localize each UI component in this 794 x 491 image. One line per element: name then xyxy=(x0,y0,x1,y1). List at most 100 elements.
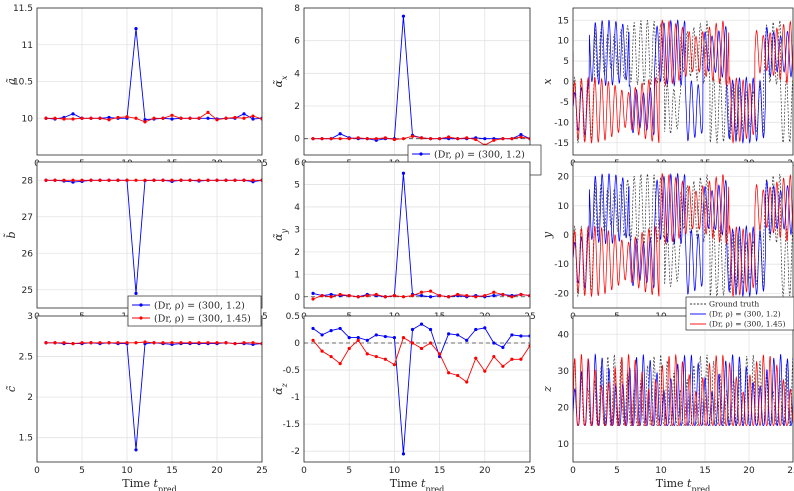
x-tick-label: 0 xyxy=(301,466,307,476)
y-tick-label: -10 xyxy=(554,260,569,270)
y-axis-label: y xyxy=(541,231,554,239)
legend-label: (Dr, ρ) = (300, 1.2) xyxy=(434,150,525,161)
data-point xyxy=(53,178,57,182)
y-tick-label: 30 xyxy=(558,367,570,377)
data-point xyxy=(347,137,351,141)
data-point xyxy=(501,345,505,349)
y-tick-label: 27 xyxy=(22,213,33,223)
plot-area xyxy=(304,316,530,462)
data-point xyxy=(401,336,406,340)
x-tick-label: 20 xyxy=(743,466,755,476)
data-point xyxy=(410,341,415,345)
y-tick-label: -2 xyxy=(291,447,300,457)
y-tick-label: 26 xyxy=(22,249,34,259)
data-point xyxy=(224,116,228,120)
y-axis-label: c̃ xyxy=(5,385,18,392)
axes-frame xyxy=(303,315,531,463)
data-point xyxy=(392,294,396,298)
data-point xyxy=(492,294,496,298)
data-point xyxy=(242,116,246,120)
data-point xyxy=(428,341,433,345)
data-point xyxy=(134,341,138,345)
data-point xyxy=(465,294,469,298)
data-point xyxy=(179,116,183,120)
axes-frame xyxy=(572,161,794,309)
data-point xyxy=(197,341,201,345)
legend-marker xyxy=(139,316,143,320)
data-point xyxy=(465,380,469,384)
data-point xyxy=(62,178,66,182)
prediction-line-red xyxy=(573,19,793,144)
legend-label: (Dr, ρ) = (300, 1.2) xyxy=(154,301,245,312)
x-tick-label: 10 xyxy=(655,466,667,476)
y-axis-label: b̃ xyxy=(4,231,18,238)
data-point xyxy=(510,295,514,299)
data-point xyxy=(125,341,129,345)
legend-label: (Dr, ρ) = (300, 1.45) xyxy=(154,314,251,325)
y-tick-label: 6 xyxy=(294,37,300,47)
data-point xyxy=(62,341,66,345)
data-point xyxy=(188,341,192,345)
data-point xyxy=(447,332,451,336)
data-point xyxy=(233,341,237,346)
y-tick-label: 4 xyxy=(294,69,300,79)
x-tick-label: 25 xyxy=(256,466,267,476)
x-tick-label: 15 xyxy=(699,466,710,476)
data-point xyxy=(347,346,351,351)
data-point xyxy=(474,327,478,332)
y-tick-label: 2.5 xyxy=(19,353,33,363)
data-point xyxy=(152,178,156,182)
data-point xyxy=(179,178,183,182)
data-point xyxy=(329,137,333,141)
legend-box xyxy=(127,295,262,327)
data-point xyxy=(206,116,210,120)
data-point xyxy=(242,341,246,345)
data-point xyxy=(510,333,514,337)
data-point xyxy=(89,341,93,345)
y-tick-label: 0 xyxy=(294,135,300,145)
x-tick-label: 20 xyxy=(479,466,491,476)
data-point xyxy=(447,135,451,139)
data-point xyxy=(519,292,523,297)
data-point xyxy=(329,295,333,299)
data-point xyxy=(311,338,315,342)
data-point xyxy=(483,326,487,330)
data-point xyxy=(143,120,147,124)
data-point xyxy=(383,295,387,299)
data-point xyxy=(483,294,487,298)
data-point xyxy=(329,329,333,333)
data-point xyxy=(170,117,174,121)
data-point xyxy=(80,178,84,182)
data-point xyxy=(188,116,192,120)
data-point xyxy=(465,136,469,140)
data-point xyxy=(98,116,102,120)
y-tick-label: -5 xyxy=(560,98,569,108)
data-point xyxy=(311,297,315,301)
data-point xyxy=(116,115,120,120)
data-point xyxy=(338,326,342,331)
data-point xyxy=(383,334,387,339)
data-point xyxy=(519,357,523,361)
data-point xyxy=(501,137,505,141)
y-tick-label: 11 xyxy=(22,41,33,51)
data-point xyxy=(347,294,351,298)
data-point xyxy=(320,137,324,141)
data-point xyxy=(419,294,424,298)
x-tick-label: 10 xyxy=(121,466,133,476)
data-point xyxy=(161,116,165,120)
ground-truth-line xyxy=(573,353,793,426)
data-point xyxy=(134,26,138,31)
y-tick-label: 20 xyxy=(558,173,570,183)
data-point xyxy=(428,137,433,141)
data-point xyxy=(89,178,93,182)
data-point xyxy=(224,341,228,345)
chart-panel-z: 0 5 10 15 20 25 10 20 30 40 z Time tpred Ground trut… xyxy=(541,296,794,491)
data-point xyxy=(71,178,75,182)
data-point xyxy=(188,178,192,182)
axes-frame xyxy=(303,161,531,309)
data-point xyxy=(329,354,333,359)
ground-truth-line xyxy=(573,173,793,298)
y-tick-label: 28 xyxy=(22,176,34,186)
data-point xyxy=(116,178,120,182)
